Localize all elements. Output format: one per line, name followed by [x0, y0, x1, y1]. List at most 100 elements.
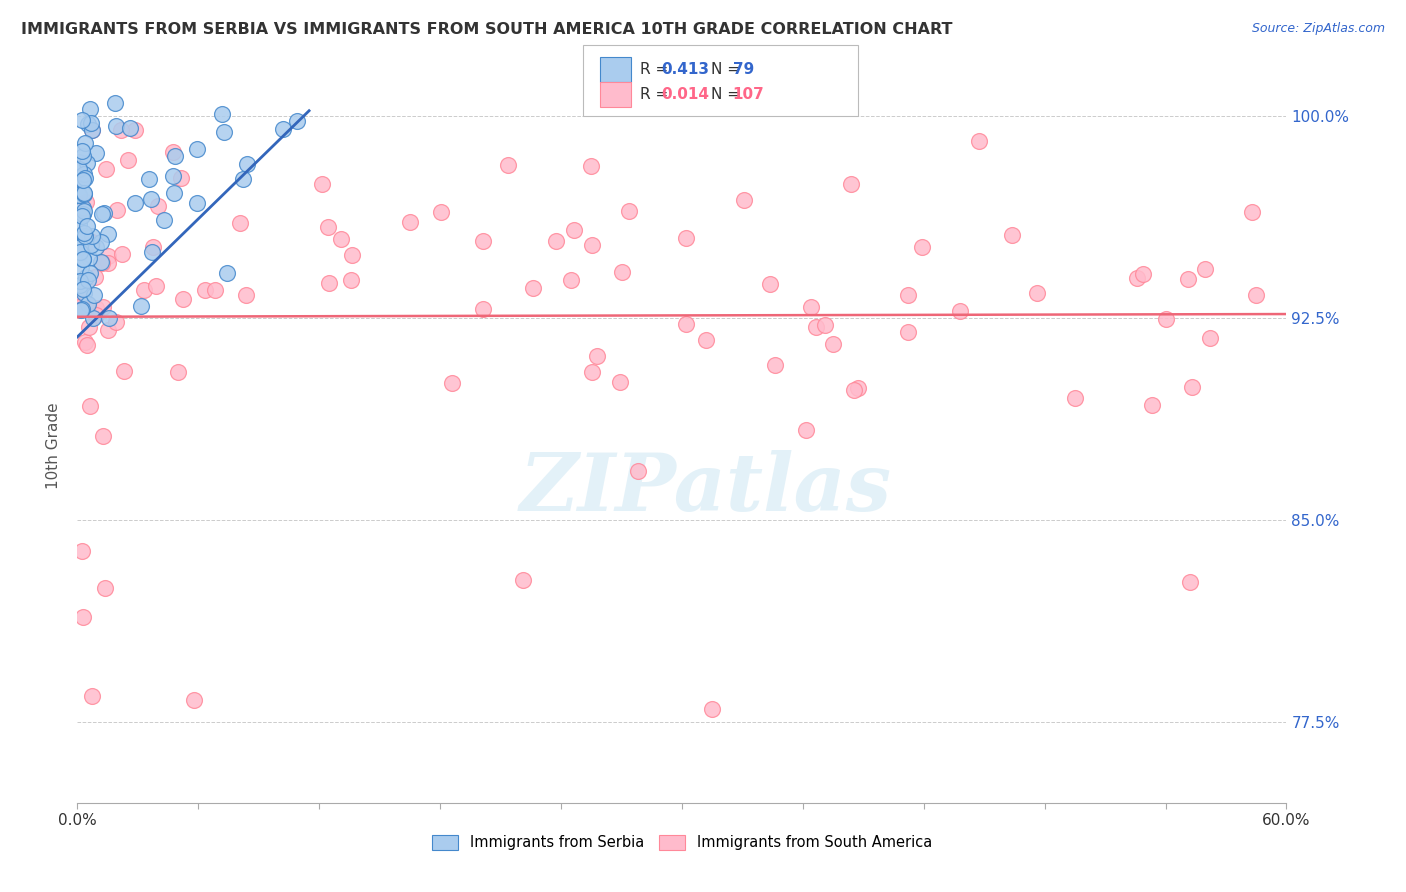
Point: [235, 157, 257, 171]
Point: [186, 196, 208, 211]
Point: [844, 384, 866, 398]
Point: [72, 167, 94, 181]
Point: [145, 278, 167, 293]
Point: [75, 195, 97, 210]
Text: 107: 107: [733, 87, 765, 102]
Point: [141, 244, 163, 259]
Point: [695, 333, 717, 347]
Point: [609, 375, 631, 389]
Point: [94, 581, 117, 595]
Point: [1001, 227, 1024, 242]
Point: [69, 277, 91, 292]
Point: [79, 320, 101, 334]
Point: [67, 240, 90, 254]
Point: [1180, 380, 1202, 394]
Point: [800, 300, 823, 314]
Point: [498, 158, 520, 172]
Point: [700, 702, 723, 716]
Point: [1180, 575, 1202, 590]
Point: [612, 265, 634, 279]
Point: [73, 230, 96, 244]
Point: [73, 295, 96, 310]
Point: [90, 235, 112, 249]
Point: [579, 159, 602, 173]
Point: [318, 277, 340, 291]
Point: [69, 245, 91, 260]
Point: [83, 288, 105, 302]
Point: [132, 283, 155, 297]
Point: [1240, 205, 1263, 219]
Point: [124, 122, 146, 136]
Point: [1126, 271, 1149, 285]
Point: [90, 256, 112, 270]
Point: [763, 358, 786, 372]
Point: [67, 300, 90, 314]
Point: [67, 302, 90, 317]
Point: [73, 229, 96, 244]
Point: [229, 217, 252, 231]
Text: Source: ZipAtlas.com: Source: ZipAtlas.com: [1251, 22, 1385, 36]
Point: [76, 156, 98, 170]
Point: [148, 199, 170, 213]
Point: [72, 252, 94, 267]
Point: [69, 260, 91, 275]
Point: [117, 153, 139, 168]
Point: [1154, 312, 1177, 326]
Point: [733, 193, 755, 207]
Point: [79, 266, 101, 280]
Point: [142, 240, 165, 254]
Text: R =: R =: [640, 62, 673, 77]
Point: [839, 177, 862, 191]
Point: [560, 273, 582, 287]
Point: [67, 162, 90, 177]
Point: [949, 303, 972, 318]
Point: [80, 116, 103, 130]
Point: [77, 272, 100, 286]
Point: [897, 288, 920, 302]
Legend: Immigrants from Serbia, Immigrants from South America: Immigrants from Serbia, Immigrants from …: [426, 829, 938, 856]
Text: 0.413: 0.413: [661, 62, 709, 77]
Point: [194, 283, 217, 297]
Point: [1194, 262, 1216, 277]
Point: [72, 610, 94, 624]
Point: [581, 365, 603, 379]
Point: [111, 246, 134, 260]
Point: [821, 336, 844, 351]
Point: [77, 297, 100, 311]
Point: [139, 192, 162, 206]
Text: N =: N =: [711, 62, 745, 77]
Point: [104, 119, 127, 133]
Point: [586, 349, 609, 363]
Point: [138, 172, 160, 186]
Point: [82, 311, 104, 326]
Point: [162, 169, 184, 183]
Point: [163, 149, 186, 163]
Point: [110, 122, 132, 136]
Point: [70, 301, 93, 316]
Point: [84, 240, 107, 254]
Point: [340, 273, 363, 287]
Point: [472, 234, 495, 248]
Point: [72, 201, 94, 215]
Point: [80, 235, 103, 249]
Text: N =: N =: [711, 87, 745, 102]
Point: [129, 299, 152, 313]
Point: [91, 301, 114, 315]
Point: [75, 170, 97, 185]
Point: [172, 292, 194, 306]
Point: [581, 237, 603, 252]
Point: [211, 106, 233, 120]
Point: [105, 202, 128, 217]
Text: R =: R =: [640, 87, 673, 102]
Point: [522, 281, 544, 295]
Point: [67, 188, 90, 202]
Point: [183, 693, 205, 707]
Point: [69, 240, 91, 254]
Point: [675, 231, 697, 245]
Point: [72, 173, 94, 187]
Text: ZIPatlas: ZIPatlas: [520, 450, 893, 527]
Point: [70, 113, 93, 128]
Point: [311, 178, 333, 192]
Point: [75, 270, 97, 285]
Point: [93, 206, 115, 220]
